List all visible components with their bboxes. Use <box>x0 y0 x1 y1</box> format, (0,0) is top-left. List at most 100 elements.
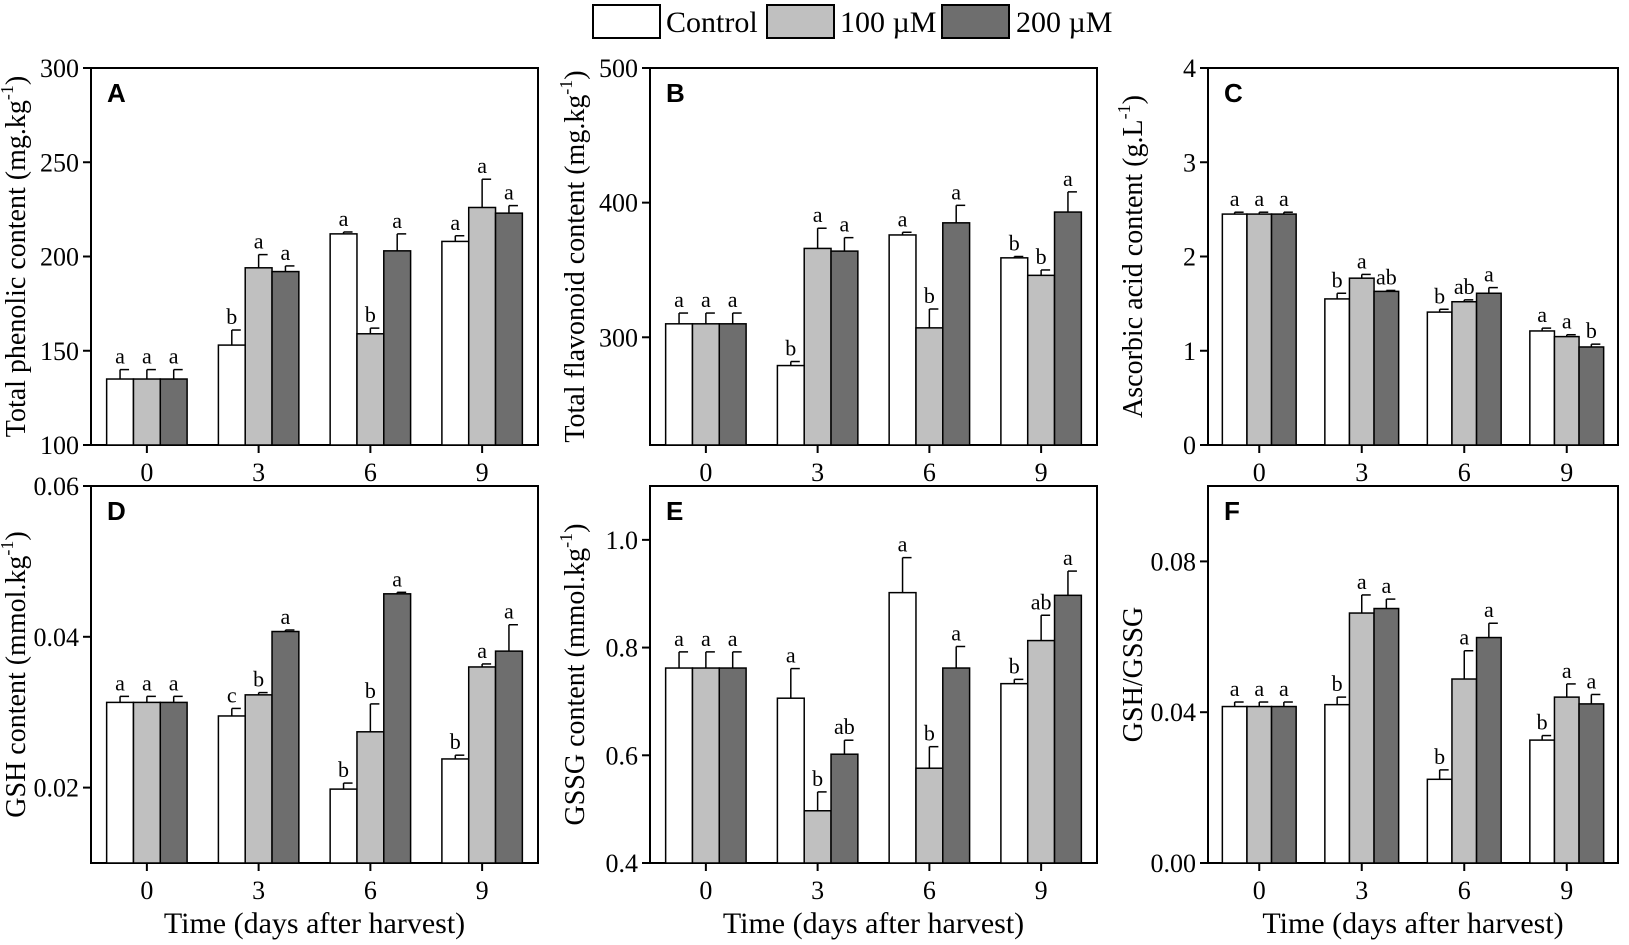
x-tick-label: 6 <box>923 876 936 905</box>
significance-letter: ab <box>1031 589 1052 614</box>
significance-letter: a <box>1279 186 1289 211</box>
significance-letter: b <box>450 729 461 754</box>
plot-frame <box>90 485 539 864</box>
bar-control <box>105 378 135 446</box>
significance-letter: a <box>477 638 487 663</box>
bar-control <box>441 758 470 864</box>
x-tick-label: 6 <box>1458 458 1471 487</box>
y-tick-label: 0.4 <box>606 849 639 878</box>
significance-letter: a <box>504 180 514 205</box>
significance-letter: a <box>142 344 152 369</box>
legend-label: Control <box>666 6 758 39</box>
bar-200m <box>1475 292 1502 446</box>
significance-letter: a <box>392 566 402 591</box>
y-axis-label-end: ) <box>560 524 591 533</box>
y-tick-label: 200 <box>40 243 79 272</box>
bar-control <box>776 364 805 446</box>
y-tick-label: 400 <box>599 189 638 218</box>
significance-letter: a <box>1381 573 1391 598</box>
x-tick-label: 6 <box>364 876 377 905</box>
y-tick-label: 0.04 <box>34 623 80 652</box>
significance-letter: a <box>1254 676 1264 701</box>
x-tick-label: 9 <box>1560 458 1573 487</box>
bar-control <box>664 667 694 864</box>
bar-200m <box>383 250 412 446</box>
bar-200m <box>1373 607 1400 864</box>
bar-200m <box>1578 346 1605 446</box>
y-axis-label-main: Ascorbic acid content (g.L <box>1118 119 1149 418</box>
significance-letter: a <box>1279 676 1289 701</box>
legend-item-2: 200 µM <box>941 4 1112 39</box>
panel-letter: E <box>666 496 683 526</box>
y-tick-label: 2 <box>1183 243 1196 272</box>
significance-letter: c <box>227 682 237 707</box>
bar-200m <box>159 701 188 864</box>
x-tick-label: 3 <box>811 876 824 905</box>
bar-100m <box>1451 300 1478 446</box>
legend-swatch <box>592 4 661 39</box>
bar-control <box>888 234 917 446</box>
x-tick-label: 9 <box>476 458 489 487</box>
significance-letter: b <box>812 766 823 791</box>
bar-control <box>888 591 917 864</box>
bar-200m <box>1578 703 1605 864</box>
y-axis-label-main: GSH content (mmol.kg <box>1 556 32 818</box>
significance-letter: b <box>365 302 376 327</box>
x-tick-label: 0 <box>140 876 153 905</box>
bar-control <box>1529 330 1556 446</box>
significance-letter: a <box>1254 186 1264 211</box>
x-tick-label: 3 <box>252 458 265 487</box>
bar-200m <box>942 222 971 446</box>
significance-letter: a <box>115 670 125 695</box>
bar-200m <box>494 650 524 864</box>
x-tick-label: 0 <box>699 876 712 905</box>
significance-letter: a <box>951 620 961 645</box>
significance-letter: a <box>115 344 125 369</box>
significance-letter: a <box>1357 569 1367 594</box>
bar-100m <box>1246 213 1273 446</box>
bar-100m <box>356 333 385 446</box>
significance-letter: a <box>281 240 291 265</box>
bar-control <box>329 233 358 446</box>
significance-letter: a <box>840 212 850 237</box>
y-axis-label: GSH/GSSG <box>1118 607 1149 742</box>
x-tick-label: 9 <box>1560 876 1573 905</box>
y-axis-label-end: ) <box>1 531 32 540</box>
y-tick-label: 0 <box>1183 431 1196 460</box>
y-tick-label: 0.8 <box>606 634 639 663</box>
bar-200m <box>1270 213 1297 446</box>
significance-letter: a <box>1484 262 1494 287</box>
significance-letter: b <box>1332 267 1343 292</box>
y-tick-label: 500 <box>599 54 638 83</box>
bar-100m <box>1026 639 1056 864</box>
significance-letter: a <box>1586 668 1596 693</box>
significance-letter: a <box>1063 166 1073 191</box>
x-axis-label: Time (days after harvest) <box>1262 907 1563 940</box>
significance-letter: a <box>169 670 179 695</box>
significance-letter: a <box>1459 625 1469 650</box>
bar-100m <box>244 267 273 446</box>
x-tick-label: 0 <box>140 458 153 487</box>
x-tick-label: 0 <box>699 458 712 487</box>
bar-100m <box>132 701 162 864</box>
bar-control <box>441 240 470 446</box>
bar-control <box>1000 682 1029 864</box>
significance-letter: a <box>701 626 711 651</box>
bar-100m <box>467 206 497 446</box>
plot-frame <box>649 485 1098 864</box>
bar-100m <box>1348 277 1375 446</box>
bar-100m <box>803 247 832 446</box>
bar-200m <box>494 212 524 446</box>
panel-letter: F <box>1224 496 1240 526</box>
x-tick-label: 3 <box>1355 458 1368 487</box>
significance-letter: a <box>728 287 738 312</box>
bar-100m <box>691 667 721 864</box>
bar-200m <box>830 753 859 864</box>
y-tick-label: 300 <box>599 323 638 352</box>
x-tick-label: 3 <box>811 458 824 487</box>
y-tick-label: 3 <box>1183 148 1196 177</box>
bar-200m <box>1475 636 1502 864</box>
